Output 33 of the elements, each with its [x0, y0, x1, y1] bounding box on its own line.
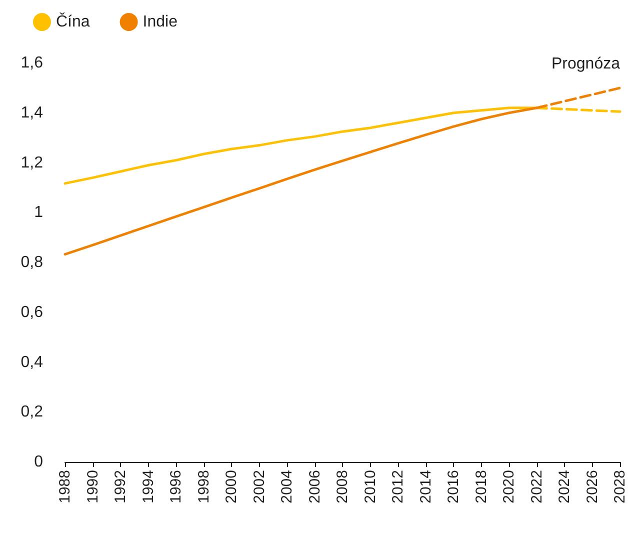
y-tick-label: 1,4: [20, 104, 44, 122]
x-tick-label: 2000: [223, 470, 240, 504]
x-tick-label: 2022: [528, 470, 546, 504]
x-tick-label: 2006: [306, 470, 324, 504]
y-tick-label: 0,2: [20, 404, 44, 421]
x-tick-label: 1988: [56, 470, 74, 504]
x-tick-label: 1992: [112, 470, 129, 504]
y-tick-label: 1: [34, 204, 44, 222]
y-tick-label: 1,6: [20, 54, 44, 72]
x-tick-label: 2008: [334, 470, 351, 504]
x-tick-label: 2020: [500, 470, 518, 504]
legend-label: Indie: [142, 14, 178, 30]
x-tick-label: 1990: [84, 470, 102, 504]
x-tick-label: 2016: [445, 470, 462, 504]
annotation: Prognóza: [552, 56, 620, 72]
x-tick-label: 2012: [390, 470, 406, 504]
y-tick-label: 0,8: [20, 254, 44, 271]
x-tick-label: 1994: [140, 470, 157, 504]
y-tick-label: 1,2: [20, 154, 44, 172]
x-tick-label: 2002: [250, 470, 268, 504]
x-tick-label: 2004: [278, 470, 296, 504]
x-tick-label: 1998: [195, 470, 212, 504]
y-tick-label: 0,6: [20, 304, 44, 321]
x-tick-label: 2018: [472, 470, 490, 504]
x-tick-label: 1996: [168, 470, 184, 504]
y-tick-label: 0,4: [20, 354, 44, 371]
x-tick-label: 2024: [556, 470, 573, 504]
legend-label: Čína: [56, 12, 90, 30]
y-tick-label: 0: [34, 454, 44, 470]
x-tick-label: 2010: [362, 470, 379, 504]
x-tick-label: 2014: [417, 470, 434, 504]
x-tick-label: 2026: [584, 470, 601, 504]
x-tick-label: 2028: [612, 470, 628, 504]
